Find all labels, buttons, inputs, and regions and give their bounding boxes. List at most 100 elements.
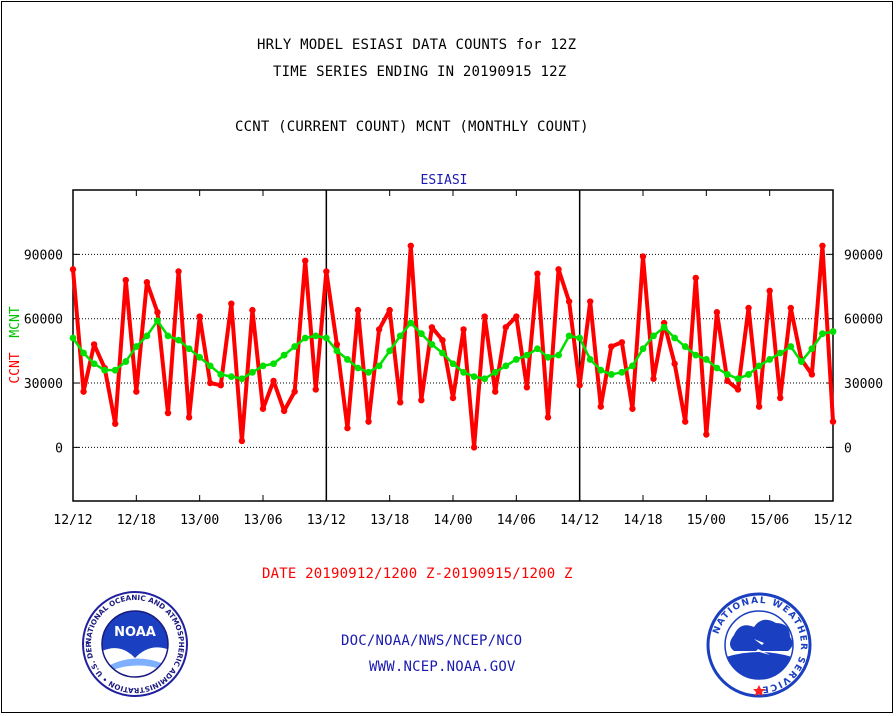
data-point-ccnt — [196, 313, 203, 320]
data-point-ccnt — [280, 407, 288, 415]
data-point-ccnt — [481, 313, 488, 320]
plot-title: ESIASI — [421, 173, 468, 188]
data-point-mcnt — [502, 362, 510, 370]
data-point-ccnt — [354, 306, 362, 314]
data-point-mcnt — [460, 368, 467, 376]
data-point-mcnt — [428, 341, 436, 348]
data-point-ccnt — [69, 266, 77, 273]
data-point-mcnt — [702, 356, 710, 363]
data-point-ccnt — [291, 388, 298, 395]
data-point-ccnt — [470, 444, 478, 451]
data-point-mcnt — [333, 347, 341, 355]
data-point-ccnt — [587, 298, 594, 305]
data-point-mcnt — [175, 336, 182, 344]
data-point-mcnt — [808, 345, 816, 353]
data-point-mcnt — [481, 375, 489, 383]
data-point-mcnt — [238, 375, 246, 383]
x-tick-label: 14/06 — [497, 513, 536, 528]
data-point-ccnt — [692, 274, 699, 282]
data-point-ccnt — [639, 253, 647, 260]
data-point-ccnt — [787, 304, 794, 312]
x-tick-label: 12/12 — [53, 513, 92, 528]
data-point-mcnt — [417, 330, 425, 338]
data-point-ccnt — [164, 409, 172, 417]
data-point-mcnt — [375, 362, 383, 370]
data-point-mcnt — [111, 366, 119, 374]
x-tick-label: 15/06 — [750, 513, 789, 528]
data-point-ccnt — [175, 268, 182, 275]
y-tick-label-right: 30000 — [844, 377, 883, 392]
data-point-ccnt — [713, 309, 721, 316]
data-point-ccnt — [207, 379, 214, 387]
data-point-ccnt — [259, 405, 267, 412]
data-point-ccnt — [90, 341, 98, 348]
data-point-ccnt — [365, 418, 372, 425]
data-point-mcnt — [354, 364, 362, 372]
data-point-ccnt — [154, 309, 161, 316]
website-link[interactable]: WWW.NCEP.NOAA.GOV — [369, 659, 516, 675]
data-point-ccnt — [544, 414, 552, 421]
data-point-mcnt — [618, 368, 626, 376]
data-point-mcnt — [734, 375, 742, 383]
data-point-ccnt — [555, 266, 562, 273]
data-point-ccnt — [576, 381, 583, 389]
data-point-mcnt — [565, 332, 573, 340]
data-point-ccnt — [808, 371, 816, 378]
data-point-ccnt — [418, 396, 425, 404]
data-point-ccnt — [122, 276, 129, 284]
y-tick-label-right: 0 — [844, 441, 852, 456]
data-point-mcnt — [491, 368, 499, 376]
data-point-mcnt — [639, 345, 647, 353]
data-point-mcnt — [322, 334, 330, 342]
data-point-mcnt — [787, 343, 795, 350]
data-point-mcnt — [90, 360, 98, 368]
data-point-mcnt — [713, 364, 721, 372]
chart-subtitle: CCNT (CURRENT COUNT) MCNT (MONTHLY COUNT… — [235, 119, 589, 135]
data-point-mcnt — [196, 353, 204, 361]
y-tick-label-left: 30000 — [24, 377, 63, 392]
x-tick-label: 12/18 — [117, 513, 156, 528]
y-tick-label-right: 90000 — [844, 248, 883, 263]
chart-title-line1: HRLY MODEL ESIASI DATA COUNTS for 12Z — [257, 37, 577, 53]
nws-star-icon — [753, 685, 765, 696]
data-point-ccnt — [333, 341, 341, 348]
data-point-ccnt — [597, 403, 604, 410]
noaa-logo: NATIONAL OCEANIC AND ATMOSPHERIC ADMINIS… — [80, 590, 188, 697]
data-point-ccnt — [449, 394, 457, 402]
data-point-ccnt — [650, 375, 657, 382]
data-point-mcnt — [512, 356, 520, 363]
data-point-mcnt — [671, 334, 679, 342]
data-point-mcnt — [185, 345, 193, 353]
data-point-mcnt — [681, 343, 689, 350]
data-point-ccnt — [682, 418, 689, 425]
noaa-wordmark: NOAA — [114, 625, 156, 640]
data-point-ccnt — [375, 326, 383, 333]
x-tick-label: 13/18 — [370, 513, 409, 528]
x-tick-label: 13/12 — [307, 513, 346, 528]
data-point-mcnt — [270, 360, 277, 368]
data-point-mcnt — [629, 362, 636, 370]
data-point-ccnt — [777, 394, 784, 402]
data-point-mcnt — [407, 319, 415, 327]
x-tick-label: 15/12 — [813, 513, 852, 528]
data-point-ccnt — [745, 304, 752, 312]
data-point-ccnt — [397, 399, 404, 406]
data-point-mcnt — [132, 343, 140, 350]
data-point-ccnt — [344, 424, 351, 432]
y-tick-label-left: 60000 — [24, 313, 63, 328]
data-point-ccnt — [734, 386, 742, 393]
data-point-mcnt — [586, 356, 594, 363]
x-tick-label: 13/00 — [180, 513, 219, 528]
data-point-mcnt — [164, 332, 172, 340]
x-tick-label: 13/06 — [243, 513, 282, 528]
date-range-label: DATE 20190912/1200 Z-20190915/1200 Z — [262, 566, 573, 582]
data-point-mcnt — [776, 349, 784, 357]
data-point-mcnt — [69, 334, 77, 342]
data-point-ccnt — [185, 414, 193, 421]
data-point-mcnt — [101, 366, 109, 374]
data-point-ccnt — [618, 339, 626, 346]
y-tick-label-left: 90000 — [24, 248, 63, 263]
data-point-mcnt — [206, 362, 214, 370]
